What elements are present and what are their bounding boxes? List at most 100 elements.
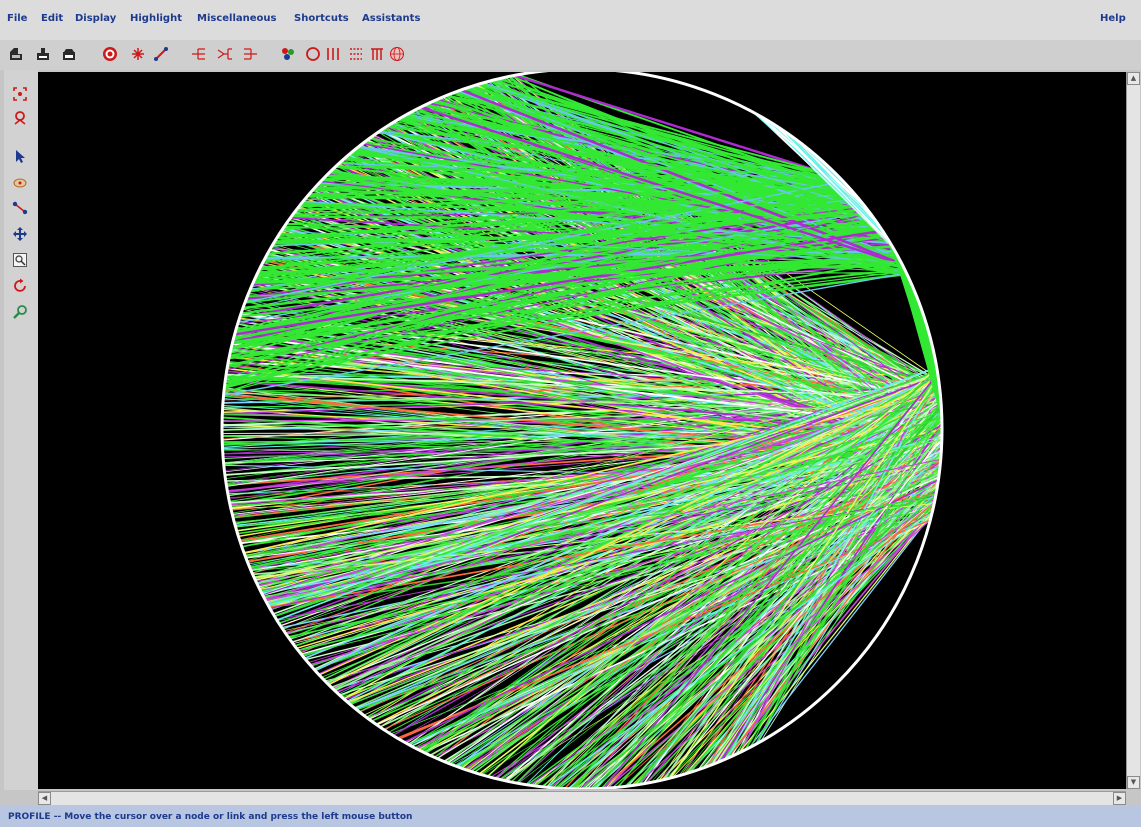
network-link (600, 416, 943, 789)
network-link (252, 263, 903, 285)
network-link (276, 197, 859, 240)
network-link (257, 258, 900, 274)
network-link (294, 211, 943, 435)
network-link (514, 74, 841, 179)
zoom-box-icon[interactable] (10, 250, 30, 270)
vertical-scrollbar[interactable]: ▲ ▼ (1126, 72, 1140, 789)
network-canvas[interactable] (38, 72, 1126, 789)
network-link (223, 272, 907, 396)
network-link (419, 107, 841, 179)
network-link (265, 458, 941, 602)
star-icon[interactable] (129, 45, 147, 63)
menu-highlight[interactable]: Highlight (130, 13, 182, 24)
network-link (556, 406, 942, 789)
connect-icon[interactable] (10, 198, 30, 218)
network-link (232, 180, 845, 341)
network-link (670, 376, 939, 779)
network-link (445, 94, 877, 222)
scroll-down-icon[interactable]: ▼ (1127, 776, 1140, 789)
network-link (534, 484, 939, 787)
network-link (725, 508, 934, 760)
circular-network-graph[interactable] (38, 72, 1126, 789)
network-link (351, 152, 856, 196)
network-link (232, 268, 905, 345)
menu-file[interactable]: File (7, 13, 28, 24)
tree-right-icon[interactable] (190, 45, 208, 63)
network-link (602, 373, 939, 789)
menu-shortcuts[interactable]: Shortcuts (294, 13, 349, 24)
network-link (757, 114, 892, 246)
network-link (291, 215, 942, 420)
magnify-icon[interactable] (10, 302, 30, 322)
network-link (276, 366, 937, 621)
network-link (245, 400, 942, 558)
network-link (397, 118, 909, 278)
network-link (334, 400, 942, 692)
link-draw-icon[interactable] (152, 45, 170, 63)
print-icon[interactable] (60, 45, 78, 63)
network-link (358, 145, 908, 275)
network-link (303, 200, 891, 244)
menu-help[interactable]: Help (1100, 13, 1126, 24)
hand-move-icon[interactable] (10, 172, 30, 192)
open-file-icon[interactable] (7, 45, 25, 63)
network-link (596, 402, 942, 789)
rotate-icon[interactable] (10, 276, 30, 296)
network-link (459, 415, 943, 769)
status-bar: PROFILE -- Move the cursor over a node o… (0, 806, 1141, 827)
network-link (238, 211, 870, 324)
network-link (234, 229, 883, 336)
tree-left-icon[interactable] (241, 45, 259, 63)
network-link (297, 496, 936, 652)
network-link (636, 404, 942, 786)
network-link (777, 126, 891, 243)
network-link (336, 165, 844, 183)
target-icon[interactable] (101, 45, 119, 63)
network-link (224, 182, 846, 384)
network-link (516, 368, 938, 784)
network-link (668, 438, 943, 779)
network-link (889, 242, 933, 345)
network-link (256, 452, 942, 584)
save-file-icon[interactable] (34, 45, 52, 63)
network-link (331, 169, 909, 277)
network-link (276, 495, 936, 620)
network-link (256, 205, 865, 277)
pin-icon[interactable] (10, 108, 30, 128)
network-link (708, 450, 942, 767)
network-link (726, 375, 939, 759)
network-link (323, 177, 902, 265)
circle-layout-icon[interactable] (304, 45, 322, 63)
hierarchy-icon[interactable] (368, 45, 386, 63)
network-link (243, 392, 941, 554)
vertical-lines-icon[interactable] (324, 45, 342, 63)
grid-dots-icon[interactable] (347, 45, 365, 63)
network-link (424, 469, 940, 754)
network-link (244, 486, 938, 556)
network-link (359, 461, 941, 713)
scroll-up-icon[interactable]: ▲ (1127, 72, 1140, 85)
network-link (442, 96, 909, 278)
network-link (542, 425, 943, 788)
network-link (296, 457, 942, 650)
zoom-fit-icon[interactable] (10, 84, 30, 104)
select-arrow-icon[interactable] (10, 146, 30, 166)
menu-miscellaneous[interactable]: Miscellaneous (197, 13, 277, 24)
scroll-right-icon[interactable]: ▶ (1113, 792, 1126, 805)
horizontal-scrollbar[interactable]: ◀ ▶ (38, 791, 1126, 805)
network-link (738, 511, 933, 754)
network-link (780, 128, 860, 200)
network-link (486, 367, 938, 777)
scroll-left-icon[interactable]: ◀ (38, 792, 51, 805)
network-link (601, 500, 936, 789)
plus-move-icon[interactable] (10, 224, 30, 244)
menu-edit[interactable]: Edit (41, 13, 64, 24)
menu-display[interactable]: Display (75, 13, 117, 24)
cluster-icon[interactable] (279, 45, 297, 63)
menu-bar: File Edit Display Highlight Miscellaneou… (0, 0, 1141, 40)
toolbar (0, 40, 1141, 70)
network-link (587, 433, 943, 789)
tree-merge-icon[interactable] (216, 45, 234, 63)
menu-assistants[interactable]: Assistants (362, 13, 421, 24)
globe-icon[interactable] (388, 45, 406, 63)
